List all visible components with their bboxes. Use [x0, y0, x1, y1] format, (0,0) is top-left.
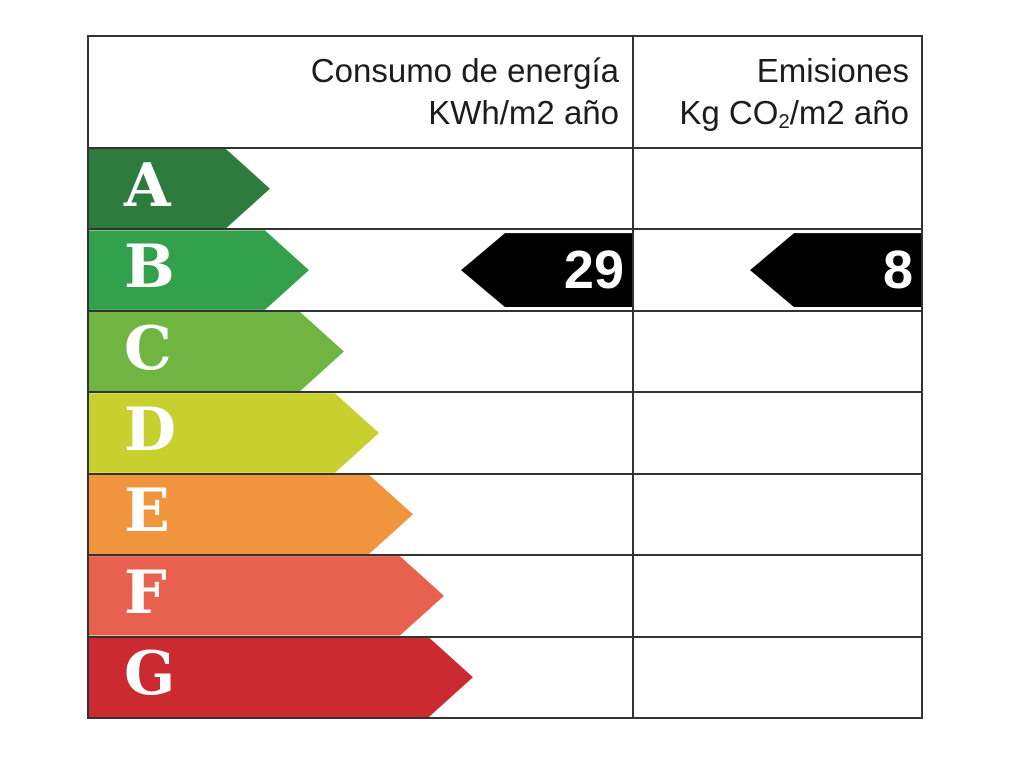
band-bar-a: A — [89, 149, 270, 228]
table-header: Consumo de energía KWh/m2 año Emisiones … — [89, 37, 921, 147]
consumo-value: 29 — [563, 240, 624, 301]
band-letter-a: A — [124, 150, 171, 221]
consumo-header-line2: KWh/m2 año — [428, 94, 619, 131]
band-bar-e: E — [89, 475, 413, 554]
band-row-f: F — [89, 554, 921, 635]
rating-table: Consumo de energía KWh/m2 año Emisiones … — [87, 35, 923, 719]
column-divider — [632, 37, 634, 717]
consumo-header: Consumo de energía KWh/m2 año — [89, 37, 634, 147]
band-rows: A B 29 8 C D — [89, 147, 921, 717]
band-bar-f: F — [89, 556, 444, 635]
band-letter-d: D — [124, 394, 177, 465]
emisiones-header: Emisiones Kg CO2/m2 año — [634, 37, 921, 147]
band-bar-c: C — [89, 312, 344, 391]
band-letter-f: F — [124, 557, 167, 628]
consumo-header-line1: Consumo de energía — [310, 52, 619, 89]
band-bar-b: B — [89, 230, 309, 309]
band-letter-e: E — [124, 476, 170, 547]
band-bar-g: G — [89, 638, 473, 717]
band-letter-g: G — [124, 639, 176, 710]
co2-subscript: 2 — [778, 109, 790, 133]
band-row-g: G — [89, 635, 921, 717]
emisiones-header-line1: Emisiones — [756, 52, 909, 89]
band-row-d: D — [89, 391, 921, 472]
band-row-a: A — [89, 147, 921, 228]
band-row-e: E — [89, 472, 921, 554]
emisiones-value-arrow: 8 — [750, 233, 921, 308]
band-bar-d: D — [89, 393, 379, 472]
band-row-b: B 29 8 — [89, 228, 921, 309]
consumo-value-arrow: 29 — [461, 233, 632, 308]
band-row-c: C — [89, 309, 921, 391]
emisiones-header-line2: Kg CO2/m2 año — [679, 94, 909, 133]
band-letter-b: B — [124, 232, 175, 303]
band-letter-c: C — [124, 313, 172, 384]
emisiones-value: 8 — [882, 240, 913, 301]
